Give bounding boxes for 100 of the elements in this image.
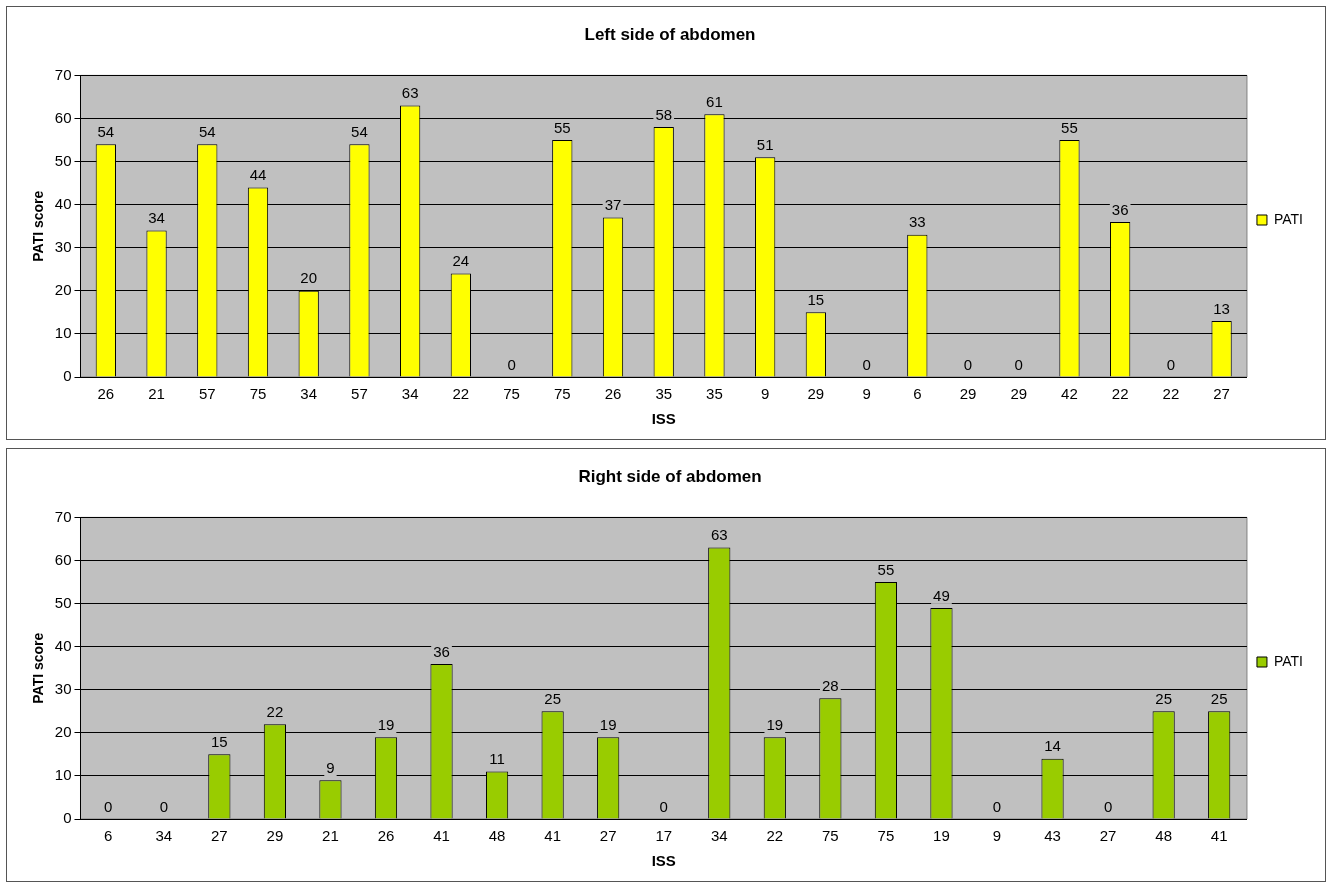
y-tick-label: 60 <box>54 550 72 568</box>
x-tick-label: 9 <box>992 827 1002 845</box>
data-label: 19 <box>377 715 395 733</box>
x-tick-label: 75 <box>503 385 520 403</box>
data-label: 37 <box>604 196 622 214</box>
x-axis-title: ISS <box>651 852 676 870</box>
data-label: 19 <box>599 715 617 733</box>
x-tick-label: 34 <box>710 827 728 845</box>
data-label: 0 <box>1014 355 1023 373</box>
y-tick-label: 50 <box>54 593 72 611</box>
legend-label: PATI <box>1273 210 1304 227</box>
x-tick-label: 75 <box>877 827 895 845</box>
x-tick-label: 22 <box>1162 385 1180 403</box>
y-tick-label: 0 <box>63 367 72 385</box>
x-tick-label: 29 <box>959 385 977 403</box>
x-tick-label: 29 <box>1010 385 1028 403</box>
data-label: 24 <box>452 252 470 270</box>
data-label: 49 <box>933 586 950 604</box>
x-tick-label: 9 <box>862 385 871 403</box>
x-tick-label: 48 <box>1155 827 1172 845</box>
y-tick-label: 40 <box>54 194 72 212</box>
x-tick-label: 57 <box>198 385 216 403</box>
data-label: 0 <box>1103 797 1113 815</box>
x-tick-label: 35 <box>706 385 723 403</box>
data-label: 11 <box>489 750 505 768</box>
x-tick-label: 48 <box>488 827 506 845</box>
y-tick-label: 0 <box>63 809 72 827</box>
y-tick-label: 40 <box>54 636 72 654</box>
x-tick-label: 6 <box>913 385 922 403</box>
y-tick-label: 10 <box>54 324 72 342</box>
data-label: 33 <box>908 213 926 231</box>
data-label: 44 <box>249 166 267 184</box>
data-label: 55 <box>1061 118 1078 136</box>
legend-label: PATI <box>1273 652 1304 669</box>
x-tick-label: 22 <box>452 385 470 403</box>
data-label: 36 <box>1111 200 1129 218</box>
y-tick-label: 60 <box>54 108 72 126</box>
data-label: 0 <box>507 355 516 373</box>
x-tick-label: 26 <box>97 385 115 403</box>
data-label: 22 <box>266 702 284 720</box>
x-tick-label: 42 <box>1061 385 1078 403</box>
x-tick-label: 29 <box>266 827 284 845</box>
y-tick-label: 50 <box>54 151 72 169</box>
data-label: 55 <box>553 118 571 136</box>
data-label: 54 <box>198 122 216 140</box>
x-tick-label: 75 <box>822 827 839 845</box>
data-label: 61 <box>706 92 723 110</box>
data-label: 14 <box>1044 737 1061 755</box>
y-axis-title: PATI score <box>30 632 47 704</box>
data-label: 19 <box>766 715 784 733</box>
x-tick-label: 6 <box>104 827 113 845</box>
data-label: 54 <box>351 122 368 140</box>
x-tick-label: 27 <box>599 827 617 845</box>
x-tick-label: 21 <box>148 385 165 403</box>
data-label: 0 <box>992 797 1002 815</box>
x-tick-label: 75 <box>553 385 571 403</box>
x-tick-label: 17 <box>655 827 673 845</box>
data-label: 34 <box>148 209 165 227</box>
x-tick-label: 41 <box>1210 827 1228 845</box>
data-label: 20 <box>300 269 318 287</box>
data-label: 0 <box>963 355 973 373</box>
x-tick-label: 22 <box>766 827 784 845</box>
x-tick-label: 21 <box>322 827 339 845</box>
data-label: 58 <box>655 105 673 123</box>
x-axis-title: ISS <box>651 410 676 428</box>
data-label: 25 <box>544 689 561 707</box>
x-tick-label: 26 <box>377 827 395 845</box>
x-tick-label: 35 <box>655 385 673 403</box>
x-tick-label: 34 <box>155 827 173 845</box>
data-label: 0 <box>862 355 871 373</box>
x-tick-label: 41 <box>544 827 561 845</box>
data-label: 15 <box>211 733 228 751</box>
data-label: 63 <box>401 84 419 102</box>
data-label: 0 <box>659 797 668 815</box>
data-label: 63 <box>710 526 728 544</box>
data-label: 0 <box>159 797 168 815</box>
x-tick-label: 22 <box>1111 385 1129 403</box>
y-tick-label: 10 <box>54 766 72 784</box>
x-tick-label: 27 <box>1213 385 1230 403</box>
x-tick-label: 9 <box>760 385 770 403</box>
data-label: 15 <box>807 291 825 309</box>
y-tick-label: 20 <box>54 280 72 298</box>
x-tick-label: 34 <box>300 385 318 403</box>
x-tick-label: 57 <box>351 385 368 403</box>
x-tick-label: 27 <box>211 827 228 845</box>
x-tick-label: 41 <box>433 827 450 845</box>
x-tick-label: 29 <box>807 385 825 403</box>
x-tick-label: 43 <box>1044 827 1061 845</box>
x-tick-label: 34 <box>401 385 419 403</box>
y-tick-label: 70 <box>54 507 72 525</box>
data-label: 28 <box>822 677 839 694</box>
data-label: 9 <box>326 758 335 776</box>
data-label: 25 <box>1155 689 1172 707</box>
data-label: 55 <box>877 560 895 578</box>
y-axis-title: PATI score <box>30 190 47 262</box>
y-tick-label: 30 <box>54 679 72 697</box>
data-label: 25 <box>1210 689 1228 707</box>
y-tick-label: 30 <box>54 237 72 255</box>
x-tick-label: 19 <box>933 827 950 845</box>
x-tick-label: 27 <box>1099 827 1117 845</box>
